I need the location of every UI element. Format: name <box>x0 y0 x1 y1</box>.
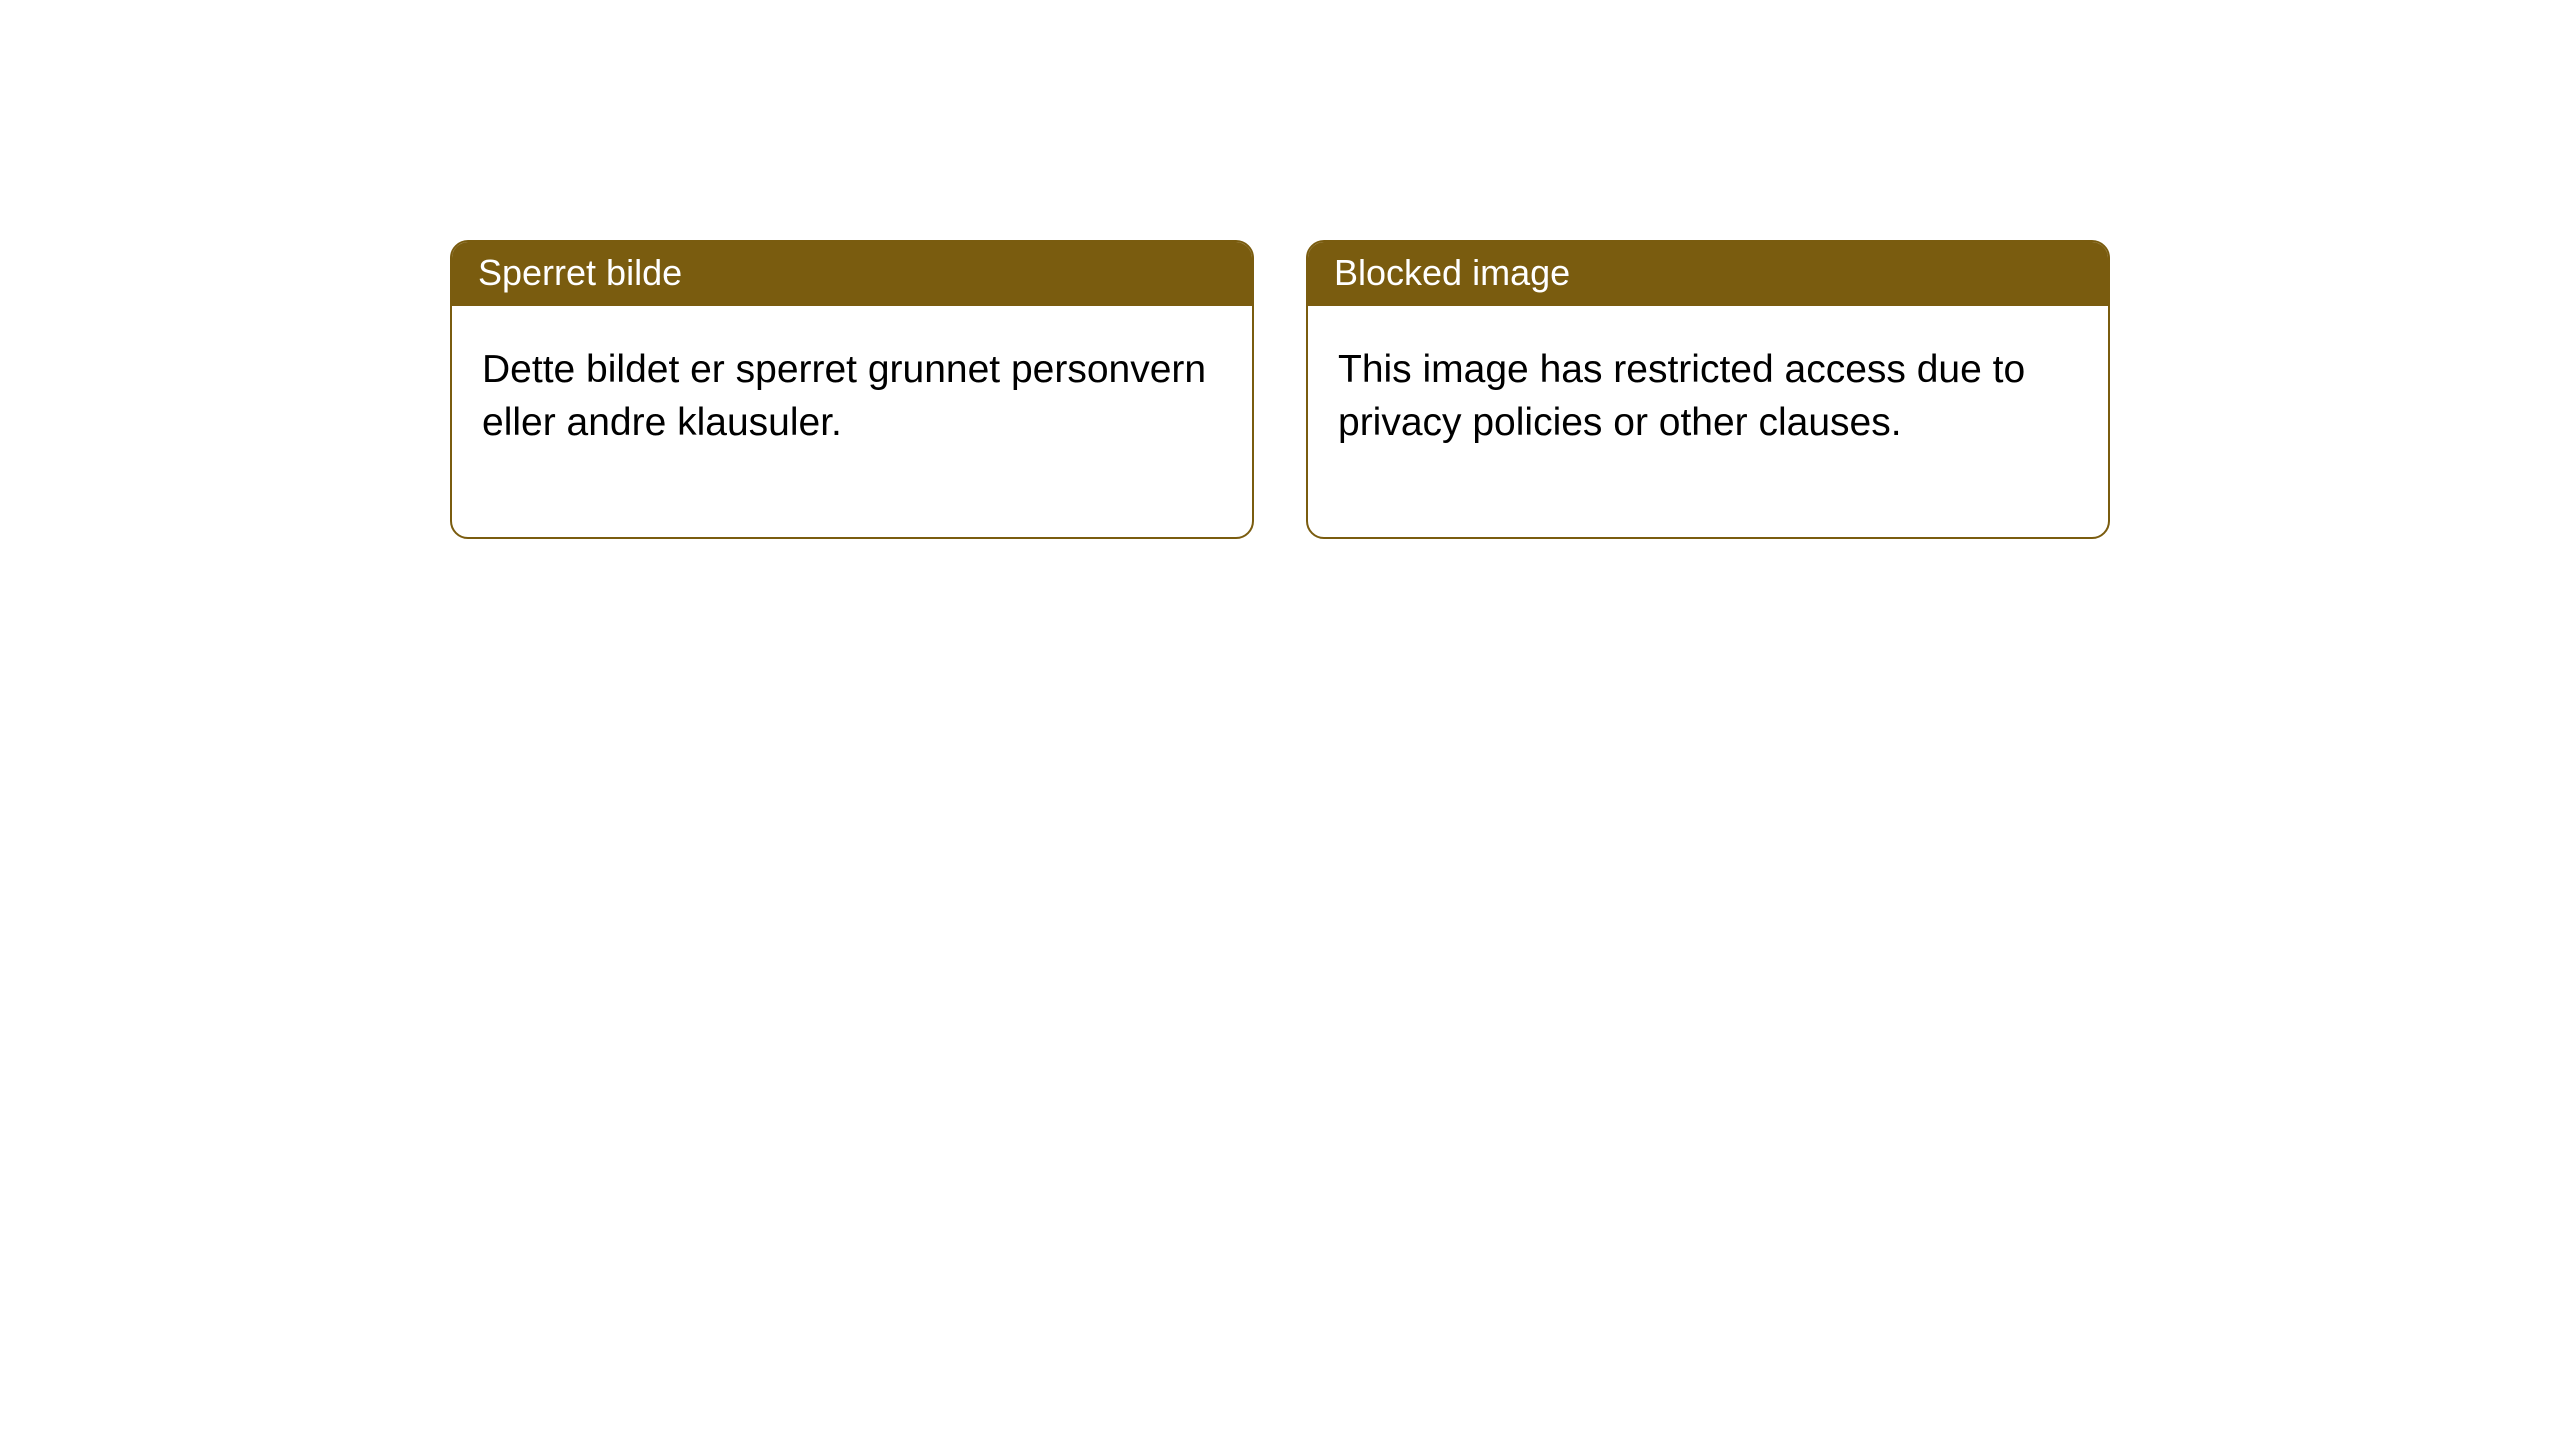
notice-container: Sperret bilde Dette bildet er sperret gr… <box>0 0 2560 539</box>
notice-box-english: Blocked image This image has restricted … <box>1306 240 2110 539</box>
notice-header: Sperret bilde <box>452 242 1252 306</box>
notice-body: Dette bildet er sperret grunnet personve… <box>452 306 1252 537</box>
notice-header: Blocked image <box>1308 242 2108 306</box>
notice-box-norwegian: Sperret bilde Dette bildet er sperret gr… <box>450 240 1254 539</box>
notice-body: This image has restricted access due to … <box>1308 306 2108 537</box>
